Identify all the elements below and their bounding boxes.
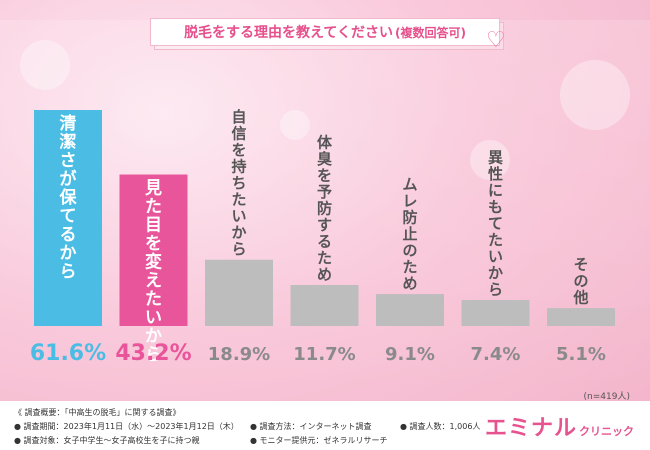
footer-count: ● 調査人数：1,006人 xyxy=(400,422,481,431)
survey-footer: 《 調査概要：「中高生の脱毛」に関する調査》 ● 調査期間：2023年1月11日… xyxy=(0,401,650,450)
chart-title: 脱毛をする理由を教えてください (複数回答可) xyxy=(150,18,500,46)
bar-3 xyxy=(205,259,273,326)
title-main: 脱毛をする理由を教えてください xyxy=(184,25,393,41)
footer-overview: 《 調査概要：「中高生の脱毛」に関する調査》 xyxy=(14,408,181,417)
category-label-1: 清潔さが保てるから xyxy=(59,113,78,282)
value-label-4: 11.7% xyxy=(293,344,355,365)
value-label-6: 7.4% xyxy=(471,344,521,365)
footer-period: ● 調査期間：2023年1月11日（水）～2023年1月12日（木） xyxy=(14,422,239,431)
chart-panel xyxy=(0,20,650,400)
value-label-7: 5.1% xyxy=(556,344,606,365)
value-label-2: 43.2% xyxy=(115,341,191,366)
category-label-3: 自信を持ちたいから xyxy=(231,108,246,258)
category-label-2: 見た目を変えたいから xyxy=(144,179,162,365)
category-label-4: 体臭を予防するため xyxy=(317,133,333,283)
value-label-1: 61.6% xyxy=(30,341,106,366)
bar-1 xyxy=(34,110,102,326)
category-label-7: その他 xyxy=(572,256,588,307)
bar-4 xyxy=(290,284,359,326)
footer-target: ● 調査対象：女子中学生～女子高校生を子に持つ親 xyxy=(14,436,200,445)
category-label-6: 異性にもてたいから xyxy=(488,149,503,299)
value-label-3: 18.9% xyxy=(208,344,270,365)
brand-main: エミナル xyxy=(484,416,577,441)
brand-sub: クリニック xyxy=(579,425,634,438)
bar-2 xyxy=(119,174,188,326)
sample-size-note: (n=419人) xyxy=(583,392,630,402)
heart-icon: ♡ xyxy=(486,28,506,53)
bar-7 xyxy=(547,308,615,326)
brand-logo: エミナル クリニック xyxy=(485,410,634,442)
category-label-5: ムレ防止のため xyxy=(402,176,417,293)
title-sub: (複数回答可) xyxy=(394,25,466,40)
bar-5 xyxy=(376,294,444,326)
bar-6 xyxy=(461,300,530,326)
value-label-5: 9.1% xyxy=(385,344,435,365)
footer-method: ● 調査方法：インターネット調査 xyxy=(250,422,372,431)
footer-monitor: ● モニター提供元：ゼネラルリサーチ xyxy=(250,436,388,445)
